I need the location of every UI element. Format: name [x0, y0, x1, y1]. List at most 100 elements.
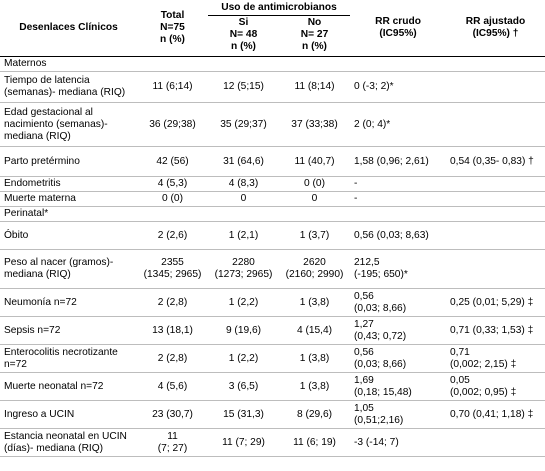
no-cell: 1 (3,8): [299, 296, 330, 308]
rr-adjusted-cell: 0,71 (0,33; 1,53) ‡: [450, 324, 534, 336]
rr-adjusted-cell: [446, 177, 545, 192]
rr-adjusted-cell: 0,71 (0,002; 2,15) ‡: [450, 346, 517, 370]
table-row: Estancia neonatal en UCIN (días)- median…: [0, 429, 545, 457]
rr-crude-cell: -3 (-14; 7): [354, 436, 399, 448]
si-cell: 0: [240, 193, 247, 205]
table-row: Endometritis 4 (5,3) 4 (8,3) 0 (0) -: [0, 177, 545, 192]
si-cell: 4 (8,3): [228, 178, 259, 190]
rr-adjusted-cell: [446, 222, 545, 250]
si-cell: 1 (2,2): [228, 352, 259, 364]
total-cell: 13 (18,1): [152, 324, 193, 336]
rr-adjusted-cell: 0,25 (0,01; 5,29) ‡: [450, 296, 534, 308]
outcome-cell: Peso al nacer (gramos)- mediana (RIQ): [4, 257, 114, 281]
no-cell: 4 (15,4): [296, 324, 333, 336]
rr-crude-cell: 1,58 (0,96; 2,61): [354, 155, 429, 167]
no-cell: 11 (6; 19): [293, 436, 336, 448]
section-label: Perinatal*: [4, 208, 49, 220]
header-outcome: Desenlaces Clínicos: [19, 22, 118, 34]
si-cell: 31 (64,6): [223, 155, 264, 167]
total-cell: 42 (56): [156, 155, 189, 167]
table-row: Edad gestacional al nacimiento (semanas)…: [0, 103, 545, 147]
no-cell: 37 (33;38): [291, 118, 338, 130]
no-cell: 1 (3,7): [299, 229, 330, 241]
rr-crude-cell: 2 (0; 4)*: [354, 118, 391, 130]
outcome-cell: Endometritis: [4, 178, 61, 190]
total-cell: 2 (2,8): [157, 296, 188, 308]
outcome-cell: Muerte materna: [4, 193, 76, 205]
outcome-cell: Parto pretérmino: [4, 155, 80, 167]
rr-crude-cell: 0,56 (0,03; 8,66): [354, 346, 407, 370]
no-cell: 2620 (2160; 2990): [285, 257, 344, 281]
total-cell: 11 (7; 27): [157, 430, 188, 454]
total-cell: 2 (2,8): [157, 352, 188, 364]
section-row: Perinatal*: [0, 207, 545, 222]
rr-crude-cell: 1,27 (0,43; 0,72): [354, 318, 407, 342]
header-group-antimicrobial: Uso de antimicrobianos: [208, 0, 351, 17]
section-row: Maternos: [0, 57, 545, 72]
total-cell: 4 (5,3): [157, 178, 188, 190]
si-cell: 9 (19,6): [225, 324, 262, 336]
header-rr-adjusted: RR ajustado (IC95%) †: [465, 16, 526, 40]
si-cell: 35 (29;37): [220, 118, 267, 130]
total-cell: 23 (30,7): [152, 408, 193, 420]
rr-crude-cell: 212,5 (-195; 650)*: [354, 257, 408, 281]
rr-crude-cell: -: [354, 178, 358, 190]
outcome-cell: Estancia neonatal en UCIN (días)- median…: [4, 430, 127, 454]
results-table: Desenlaces Clínicos Total N=75 n (%) Uso…: [0, 0, 545, 457]
no-cell: 11 (40,7): [294, 155, 335, 167]
si-cell: 15 (31,3): [223, 408, 264, 420]
section-label: Maternos: [4, 58, 47, 70]
table-row: Muerte neonatal n=72 4 (5,6) 3 (6,5) 1 (3,8…: [0, 373, 545, 401]
outcome-cell: Tiempo de latencia (semanas)- mediana (R…: [4, 75, 126, 99]
si-cell: 3 (6,5): [228, 380, 259, 392]
header-si: Si N= 48 n (%): [229, 17, 258, 53]
outcome-cell: Óbito: [4, 229, 29, 241]
no-cell: 1 (3,8): [299, 380, 330, 392]
table-body: Maternos Tiempo de latencia (semanas)- me…: [0, 57, 545, 457]
rr-crude-cell: 1,05 (0,51;2,16): [354, 402, 404, 426]
total-cell: 2355 (1345; 2965): [143, 257, 202, 281]
rr-crude-cell: 0 (-3; 2)*: [354, 81, 394, 93]
outcome-cell: Neumonía n=72: [4, 296, 77, 308]
outcome-cell: Muerte neonatal n=72: [4, 380, 104, 392]
table-row: Muerte materna 0 (0) 0 0 -: [0, 192, 545, 207]
total-cell: 4 (5,6): [157, 380, 188, 392]
header-total: Total N=75 n (%): [160, 10, 185, 46]
table-row: Ingreso a UCIN 23 (30,7) 15 (31,3) 8 (29,6)…: [0, 401, 545, 429]
rr-crude-cell: 0,56 (0,03; 8,63): [354, 229, 429, 241]
no-cell: 11 (8;14): [294, 81, 335, 93]
header-rr-crude: RR crudo (IC95%): [375, 16, 421, 40]
no-cell: 0 (0): [304, 178, 325, 190]
total-cell: 0 (0): [162, 193, 183, 205]
rr-adjusted-cell: [446, 192, 545, 207]
rr-crude-cell: -: [354, 193, 358, 205]
no-cell: 1 (3,8): [299, 352, 330, 364]
rr-adjusted-cell: [446, 429, 545, 457]
si-cell: 1 (2,2): [228, 296, 259, 308]
outcome-cell: Sepsis n=72: [4, 324, 61, 336]
table-row: Enterocolitis necrotizante n=72 2 (2,8) 1 …: [0, 345, 545, 373]
rr-adjusted-cell: 0,05 (0,002; 0,95) ‡: [450, 374, 517, 398]
table-row: Óbito 2 (2,6) 1 (2,1) 1 (3,7) 0,56 (0,03; 8,…: [0, 222, 545, 250]
total-cell: 36 (29;38): [149, 118, 196, 130]
rr-crude-cell: 1,69 (0,18; 15,48): [354, 374, 412, 398]
outcome-cell: Ingreso a UCIN: [4, 408, 75, 420]
rr-adjusted-cell: 0,70 (0,41; 1,18) ‡: [450, 408, 534, 420]
rr-adjusted-cell: [446, 103, 545, 147]
total-cell: 11 (6;14): [152, 81, 193, 93]
table-row: Peso al nacer (gramos)- mediana (RIQ) 235…: [0, 250, 545, 289]
rr-adjusted-cell: [446, 250, 545, 289]
si-cell: 2280 (1273; 2965): [214, 257, 273, 281]
rr-crude-cell: 0,56 (0,03; 8,66): [354, 290, 407, 314]
table-row: Parto pretérmino 42 (56) 31 (64,6) 11 (40,7…: [0, 147, 545, 177]
header-no: No N= 27 n (%): [300, 17, 329, 53]
si-cell: 12 (5;15): [223, 81, 264, 93]
rr-adjusted-cell: [446, 72, 545, 103]
si-cell: 1 (2,1): [228, 229, 259, 241]
table-row: Neumonía n=72 2 (2,8) 1 (2,2) 1 (3,8) 0,56 (…: [0, 289, 545, 317]
no-cell: 0: [311, 193, 318, 205]
table-row: Tiempo de latencia (semanas)- mediana (R…: [0, 72, 545, 103]
rr-adjusted-cell: 0,54 (0,35- 0,83) †: [450, 155, 534, 167]
outcome-cell: Edad gestacional al nacimiento (semanas)…: [4, 106, 108, 142]
no-cell: 8 (29,6): [296, 408, 333, 420]
